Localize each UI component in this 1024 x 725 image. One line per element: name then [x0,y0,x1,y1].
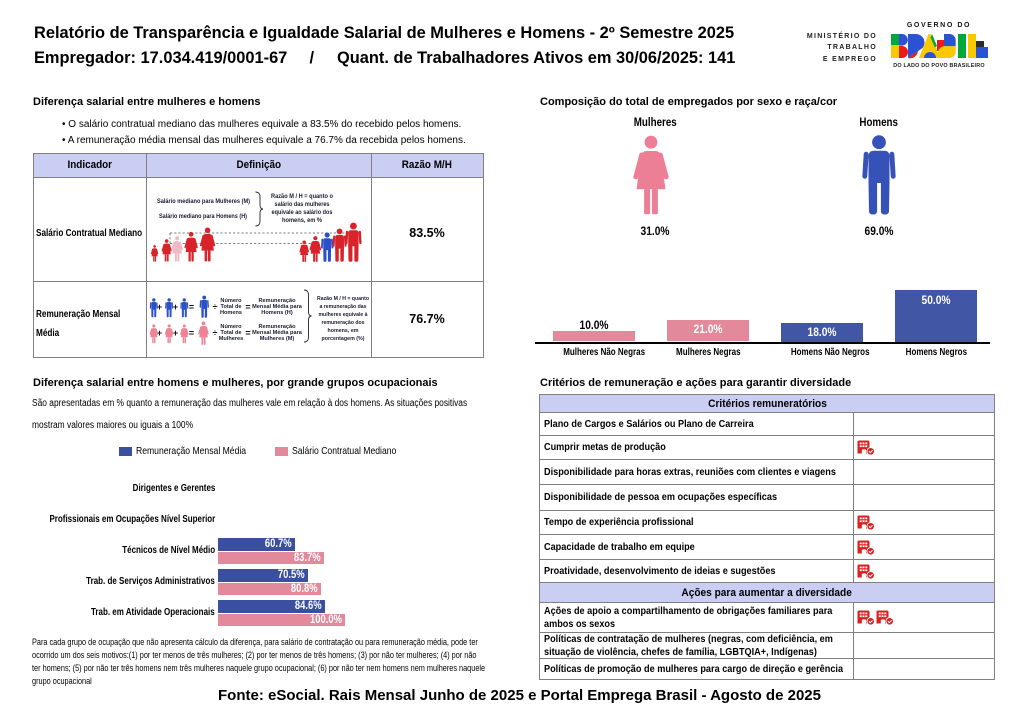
svg-text:=: = [245,328,250,338]
svg-text:Mulheres (M): Mulheres (M) [260,336,295,342]
svg-text:Remuneração: Remuneração [259,324,297,330]
svg-text:Mensal Média para: Mensal Média para [252,330,303,336]
svg-text:Homens (H): Homens (H) [261,310,293,316]
svg-text:Razão M / H = quanto o: Razão M / H = quanto o [271,193,333,200]
svg-text:+: + [173,328,178,338]
svg-text:Número: Número [220,324,242,330]
svg-text:Homens: Homens [220,310,242,316]
svg-text:homens, em %: homens, em % [282,217,323,224]
svg-text:Mulheres: Mulheres [219,336,244,342]
svg-text:=: = [189,328,194,338]
svg-text:+: + [157,302,162,312]
svg-text:Número: Número [220,298,242,304]
svg-text:+: + [157,328,162,338]
svg-text:+: + [173,302,178,312]
svg-text:=: = [189,302,194,312]
svg-text:÷: ÷ [213,328,218,338]
svg-text:a remuneração das: a remuneração das [320,304,367,310]
svg-text:Remuneração: Remuneração [259,298,297,304]
svg-text:homens, em: homens, em [328,328,359,334]
svg-text:Total de: Total de [220,330,241,336]
svg-text:Salário mediano para Mulheres: Salário mediano para Mulheres (M) [157,198,250,205]
svg-text:Total de: Total de [220,304,241,310]
svg-text:Salário mediano para Homens (H: Salário mediano para Homens (H) [159,213,247,220]
svg-text:÷: ÷ [213,302,218,312]
svg-text:Mensal Média para: Mensal Média para [252,304,303,310]
svg-text:Razão M / H = quanto: Razão M / H = quanto [317,296,369,302]
svg-text:=: = [245,302,250,312]
svg-text:equivale ao salário dos: equivale ao salário dos [272,209,334,216]
svg-text:salário das mulheres: salário das mulheres [275,201,331,208]
svg-text:porcentagem (%): porcentagem (%) [322,336,365,342]
svg-text:mulheres equivale à: mulheres equivale à [319,312,369,318]
svg-text:remuneração dos: remuneração dos [322,320,365,326]
